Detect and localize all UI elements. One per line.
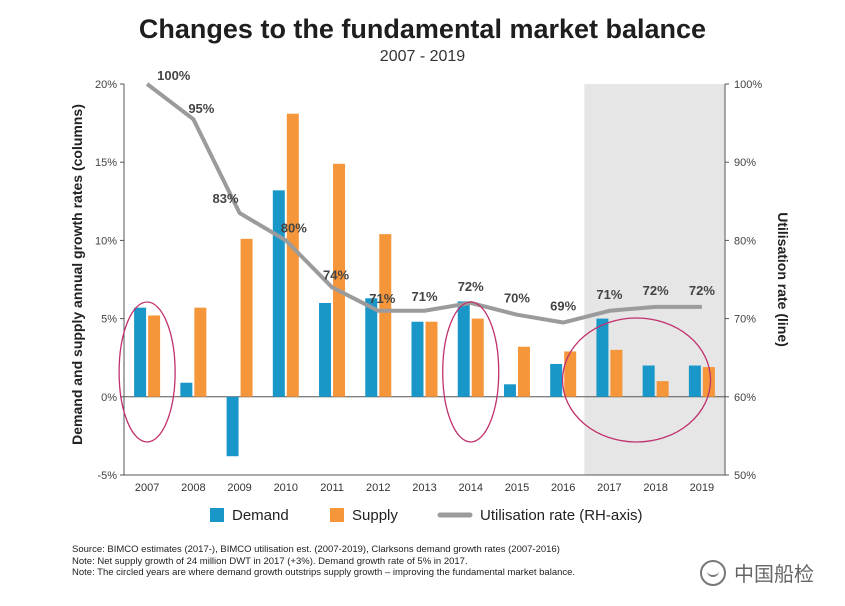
utilisation-label: 71% [596,287,622,302]
forecast-shading [584,84,725,475]
circle-2007 [118,301,176,443]
supply-bar [564,351,577,397]
utilisation-label: 69% [550,299,576,314]
utilisation-label: 74% [323,267,349,282]
note-circled-years: Note: The circled years are where demand… [72,567,576,578]
legend-demand-swatch [210,508,224,522]
demand-bar [503,384,516,397]
supply-bar [517,346,530,397]
utilisation-label: 71% [369,291,395,306]
y-axis-title: Demand and supply annual growth rates (c… [69,104,85,445]
x-tick-label: 2019 [690,482,714,494]
x-tick-label: 2012 [366,482,390,494]
x-tick-label: 2007 [135,482,159,494]
note-supply-growth: Note: Net supply growth of 24 million DW… [72,555,468,567]
wechat-icon [700,559,726,586]
y-tick-label: 10% [95,235,117,247]
demand-bar [688,365,701,397]
y-tick-label: 5% [101,314,117,326]
utilisation-label: 100% [157,68,191,83]
y-tick-label: 0% [101,392,117,404]
y2-tick-label: 60% [734,392,756,404]
utilisation-label: 80% [281,220,307,235]
x-tick-label: 2013 [412,482,436,494]
utilisation-line [145,82,702,325]
y2-tick-label: 100% [734,79,762,91]
circle-2017-2018 [561,317,712,443]
y2-tick-label: 90% [734,157,756,169]
x-tick-label: 2011 [320,482,344,494]
supply-bar [425,321,438,397]
demand-bar [365,298,378,397]
demand-bar [642,365,655,397]
y2-axis-title: Utilisation rate (line) [775,212,791,347]
utilisation-label: 72% [689,283,715,298]
legend-supply-swatch [330,508,344,522]
utilisation-label: 83% [213,191,239,206]
y2-tick-label: 80% [734,235,756,247]
utilisation-label: 95% [188,101,214,116]
x-tick-label: 2008 [181,482,205,494]
legend-utilisation-label: Utilisation rate (RH-axis) [480,507,643,524]
x-tick-label: 2016 [551,482,575,494]
demand-bar [550,363,563,397]
demand-bar [457,301,470,397]
supply-bar [194,307,207,397]
chart-notes: Source: BIMCO estimates (2017-), BIMCO u… [72,544,712,579]
utilisation-label: 71% [411,289,437,304]
y2-tick-label: 50% [734,470,756,482]
circle-2014 [442,301,500,443]
demand-bar [226,396,239,457]
demand-bar [319,302,332,397]
x-tick-label: 2014 [458,482,482,494]
supply-bar [471,318,484,397]
y2-tick-label: 70% [734,314,756,326]
demand-bar [596,318,609,397]
supply-bar [333,163,346,397]
x-tick-label: 2010 [274,482,298,494]
source-note: Source: BIMCO estimates (2017-), BIMCO u… [72,544,560,555]
supply-bar [379,234,392,397]
watermark: 中国船检 [700,558,814,587]
demand-bar [272,190,285,397]
demand-bar [411,321,424,397]
x-tick-label: 2009 [227,482,251,494]
supply-bar [240,238,253,397]
utilisation-label: 72% [643,283,669,298]
supply-bar [610,349,623,397]
y-tick-label: -5% [97,470,117,482]
demand-bar [180,382,193,397]
chart-title: Changes to the fundamental market balanc… [138,14,707,44]
utilisation-label: 72% [458,279,484,294]
supply-bar [286,113,299,397]
demand-bar [134,307,147,397]
x-tick-label: 2015 [505,482,529,494]
supply-bar [702,367,715,397]
supply-bar [148,315,161,397]
y-tick-label: 15% [95,157,117,169]
supply-bar [656,381,669,397]
legend-demand-label: Demand [232,507,289,524]
chart-subtitle: 2007 - 2019 [379,48,466,65]
utilisation-label: 70% [504,291,530,306]
x-tick-label: 2018 [643,482,667,494]
y-tick-label: 20% [95,79,117,91]
legend-supply-label: Supply [352,507,398,524]
watermark-text: 中国船检 [734,564,814,586]
x-tick-label: 2017 [597,482,621,494]
